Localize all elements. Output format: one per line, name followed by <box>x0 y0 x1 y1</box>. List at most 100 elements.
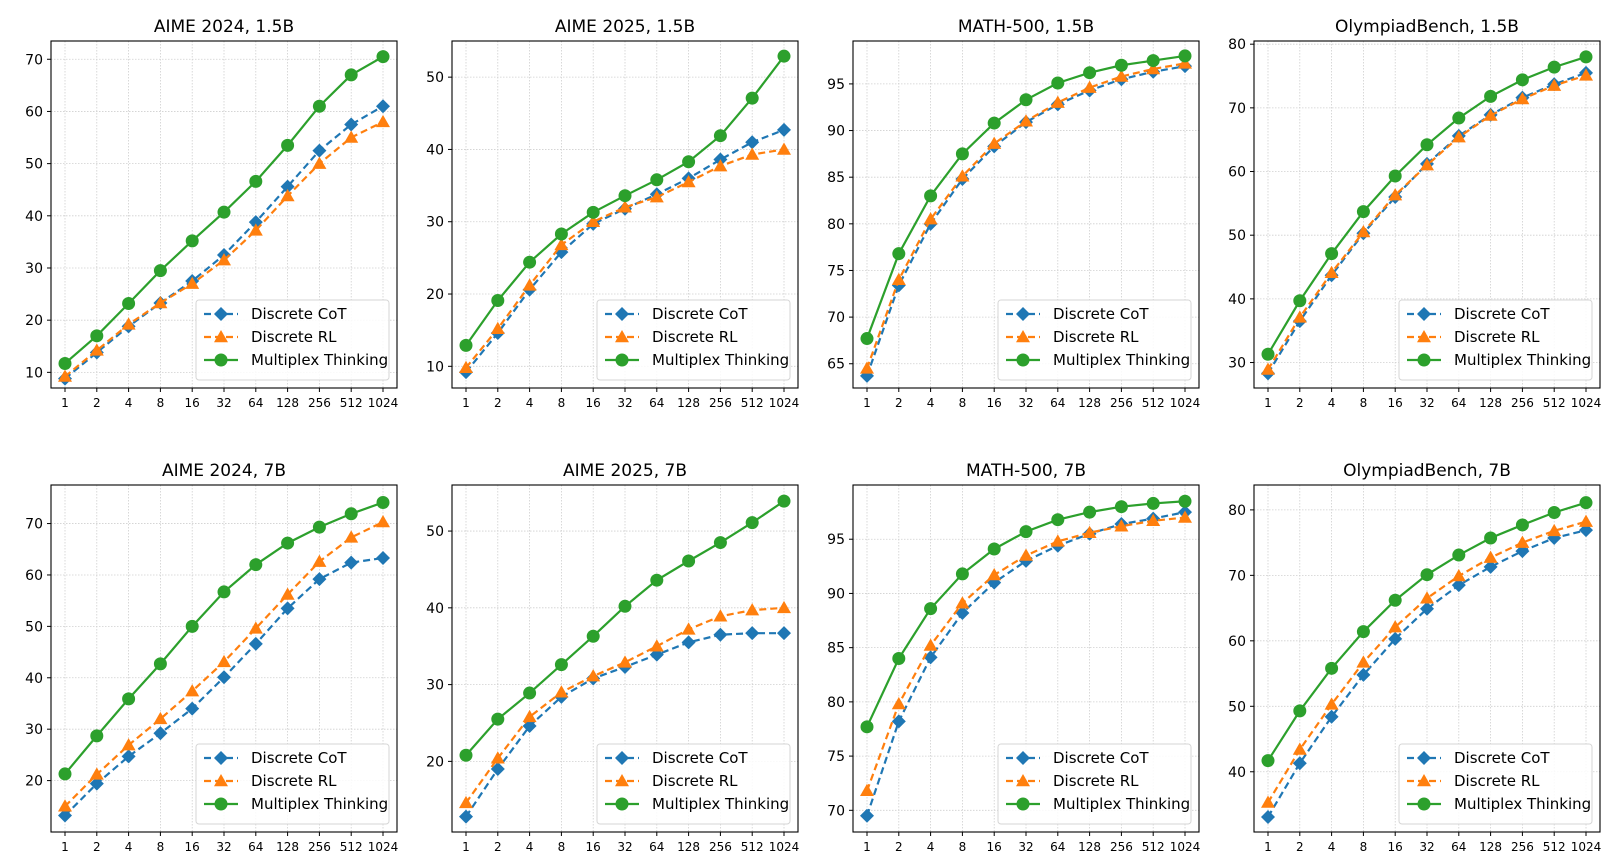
legend: Discrete CoT Discrete RL Multiplex Thinkin… <box>997 299 1192 381</box>
legend-label: Discrete CoT <box>1053 305 1149 323</box>
x-tick-label: 1 <box>462 396 470 410</box>
data-point <box>153 295 168 309</box>
x-tick-label: 8 <box>157 840 165 853</box>
data-point <box>777 142 791 155</box>
x-tick-label: 512 <box>741 840 764 853</box>
legend-item: Multiplex Thinking <box>1407 795 1591 813</box>
legend-marker <box>214 797 228 811</box>
data-point <box>523 255 537 269</box>
data-point <box>924 189 938 203</box>
subplot-title: MATH-500, 7B <box>966 461 1086 481</box>
data-point <box>280 188 295 202</box>
x-tick-label: 1024 <box>368 840 399 853</box>
data-point <box>1451 569 1466 582</box>
series-multiplex-thinking <box>58 495 390 781</box>
data-point <box>121 749 136 764</box>
legend-label: Discrete CoT <box>652 305 748 323</box>
legend-label: Multiplex Thinking <box>652 351 789 369</box>
data-point <box>777 626 791 641</box>
y-tick-label: 30 <box>25 722 43 738</box>
y-tick-label: 50 <box>1228 228 1246 244</box>
x-tick-label: 1024 <box>1170 396 1201 410</box>
series-discrete-cot <box>58 550 390 823</box>
data-point <box>376 550 390 565</box>
legend-marker <box>1016 330 1030 343</box>
data-point <box>955 596 970 609</box>
data-point <box>491 712 505 726</box>
data-point <box>1261 347 1275 361</box>
data-point <box>923 638 938 651</box>
data-point <box>1261 809 1275 824</box>
data-point <box>554 658 568 672</box>
legend-item: Multiplex Thinking <box>1006 795 1190 813</box>
subplot-title: OlympiadBench, 1.5B <box>1335 17 1519 37</box>
data-point <box>1483 108 1498 121</box>
data-point <box>777 49 791 63</box>
data-point <box>1146 54 1160 68</box>
y-tick-label: 60 <box>1228 165 1246 181</box>
legend-item: Multiplex Thinking <box>605 351 789 369</box>
data-point <box>1388 620 1403 633</box>
data-point <box>713 159 728 172</box>
data-point <box>1050 534 1065 547</box>
data-point <box>153 711 168 725</box>
data-point <box>249 558 263 572</box>
x-tick-label: 64 <box>649 840 664 853</box>
data-point <box>1356 655 1371 668</box>
legend-label: Multiplex Thinking <box>251 795 388 813</box>
data-point <box>1356 667 1371 682</box>
series-line <box>465 606 785 804</box>
data-point <box>122 692 136 706</box>
x-tick-label: 128 <box>1078 840 1101 853</box>
legend-box <box>195 299 390 381</box>
y-tick-label: 70 <box>1228 101 1246 117</box>
legend-item: Multiplex Thinking <box>204 795 388 813</box>
legend-item: Discrete CoT <box>1006 749 1149 767</box>
data-point <box>681 174 696 188</box>
x-tick-label: 64 <box>1050 840 1065 853</box>
data-point <box>1579 514 1593 527</box>
legend-box <box>997 299 1192 381</box>
data-point <box>1292 310 1307 323</box>
data-point <box>1261 754 1275 768</box>
legend: Discrete CoT Discrete RL Multiplex Thinkin… <box>1398 743 1593 825</box>
data-point <box>618 599 632 613</box>
y-tick-label: 20 <box>426 754 444 770</box>
legend-box <box>997 743 1192 825</box>
data-point <box>217 670 231 685</box>
y-tick-label: 80 <box>1228 503 1246 519</box>
data-point <box>1019 525 1033 539</box>
data-point <box>586 205 600 219</box>
data-point <box>1579 50 1593 64</box>
data-point <box>1579 68 1593 81</box>
x-tick-label: 512 <box>1543 840 1566 853</box>
data-point <box>248 621 263 634</box>
x-tick-label: 8 <box>1360 840 1368 853</box>
y-tick-label: 10 <box>426 359 444 375</box>
y-tick-label: 90 <box>827 124 845 140</box>
data-point <box>713 609 728 622</box>
data-point <box>955 169 970 182</box>
data-point <box>1452 548 1466 562</box>
data-point <box>217 205 231 219</box>
legend-label: Discrete CoT <box>1454 305 1550 323</box>
x-tick-label: 8 <box>558 396 566 410</box>
data-point <box>344 555 359 570</box>
data-point <box>891 272 906 286</box>
legend-marker <box>1016 353 1030 367</box>
y-tick-label: 80 <box>827 695 845 711</box>
legend-item: Discrete RL <box>204 328 337 346</box>
x-tick-label: 8 <box>1360 396 1368 410</box>
data-point <box>554 685 569 698</box>
data-point <box>713 536 727 550</box>
data-point <box>248 636 263 651</box>
x-tick-label: 4 <box>1328 840 1336 853</box>
series-multiplex-thinking <box>860 49 1192 346</box>
x-tick-label: 2 <box>494 840 502 853</box>
legend-item: Discrete RL <box>1006 772 1139 790</box>
x-tick-label: 8 <box>959 396 967 410</box>
data-point <box>745 91 759 105</box>
x-tick-label: 32 <box>617 840 632 853</box>
data-point <box>459 795 473 809</box>
legend-label: Discrete RL <box>1454 328 1540 346</box>
